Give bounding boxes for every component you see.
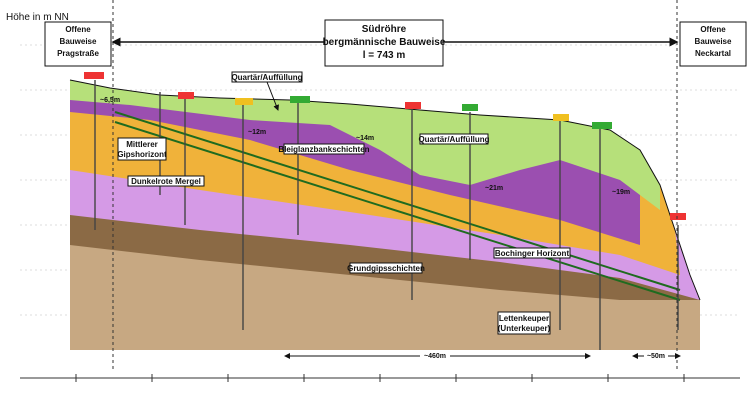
label: Bauweise (695, 37, 732, 46)
axis-title: Höhe in m NN (6, 12, 69, 23)
label: Bauweise (60, 37, 97, 46)
label: Mittlerer (126, 140, 158, 149)
dimension: ~12m (248, 129, 266, 136)
label: (Unterkeuper) (498, 324, 551, 333)
label: Gipshorizont (117, 150, 167, 159)
dimension: ~50m (647, 353, 665, 360)
label: bergmännische Bauweise (323, 37, 446, 48)
label: Quartär/Auffüllung (231, 73, 302, 82)
label: Neckartal (695, 49, 731, 58)
dimensions: ~6,5m ~12m ~14m ~21m ~19m ~460m ~50m (100, 97, 681, 360)
label: Bochinger Horizont (495, 249, 570, 258)
divider (112, 0, 678, 370)
label: Südröhre (362, 24, 407, 35)
label: Dunkelrote Mergel (131, 177, 201, 186)
label: Offene (65, 25, 91, 34)
layers (69, 79, 701, 350)
dimension: ~14m (356, 135, 374, 142)
dimension: ~21m (485, 185, 503, 192)
label: Quartär/Auffüllung (418, 135, 489, 144)
station-axis (20, 374, 740, 382)
dimension: ~460m (424, 353, 446, 360)
label: Grundgipsschichten (347, 264, 425, 273)
label: Pragstraße (57, 49, 99, 58)
label: Offene (700, 25, 726, 34)
dimension: ~6,5m (100, 97, 120, 104)
tunnel (114, 111, 681, 301)
dimension: ~19m (612, 189, 630, 196)
label: Bleiglanzbankschichten (278, 145, 369, 154)
boreholes (84, 72, 686, 350)
label: l = 743 m (363, 50, 406, 61)
layer-labels: Quartär/Auffüllung Quartär/Auffüllung Mi… (117, 71, 571, 335)
label: Lettenkeuper (499, 314, 549, 323)
header: Offene Bauweise Pragstraße Südröhre berg… (44, 19, 747, 67)
